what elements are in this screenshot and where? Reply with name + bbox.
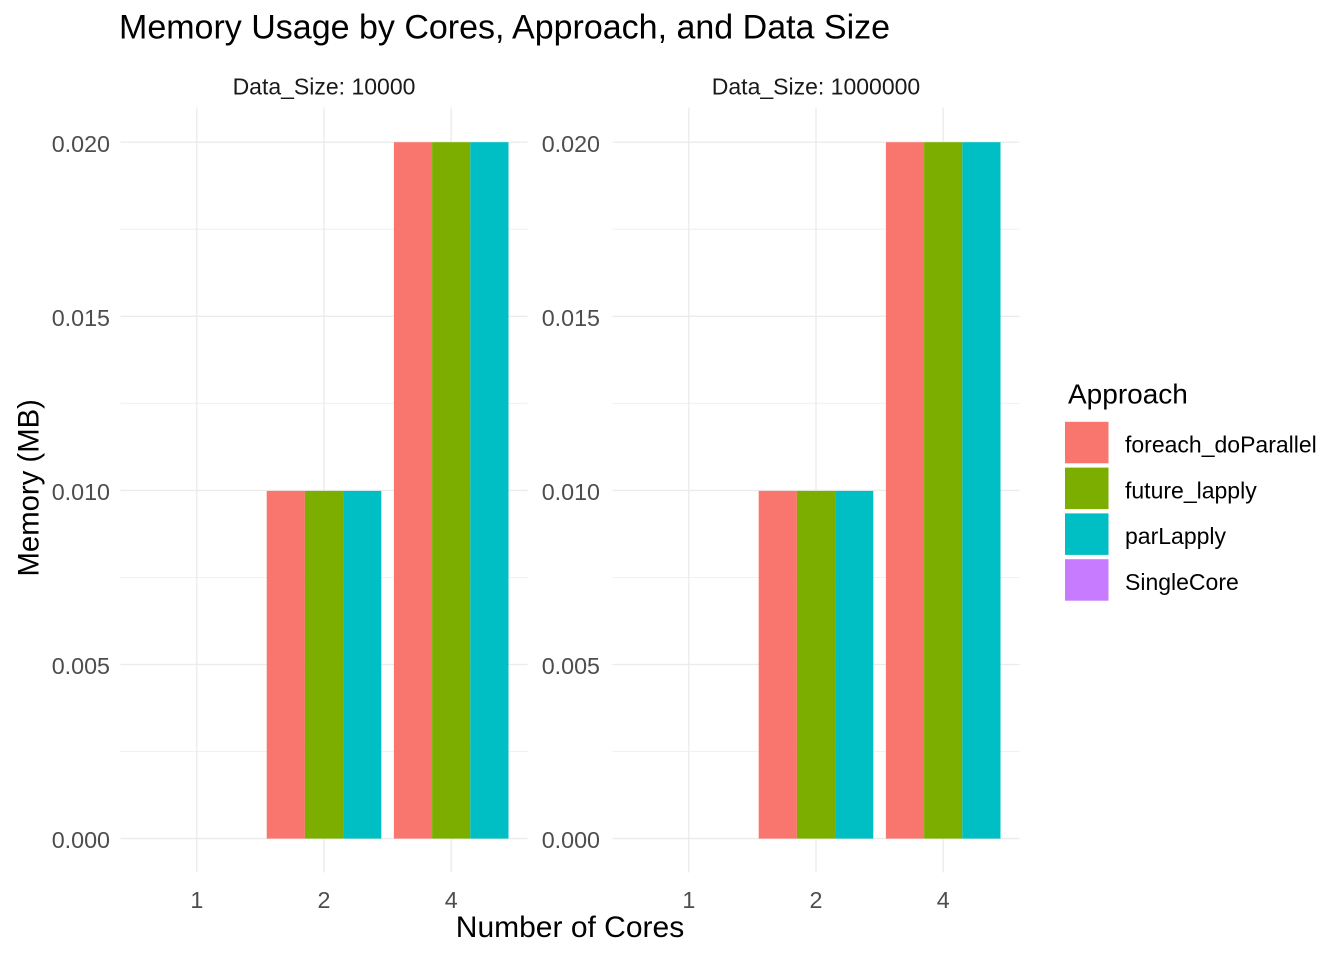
svg-text:0.000: 0.000 bbox=[52, 827, 110, 853]
svg-text:0.005: 0.005 bbox=[542, 653, 600, 679]
svg-text:Number of Cores: Number of Cores bbox=[456, 911, 684, 944]
svg-text:4: 4 bbox=[445, 887, 458, 913]
svg-text:Memory (MB): Memory (MB) bbox=[12, 399, 45, 576]
svg-text:1: 1 bbox=[682, 887, 695, 913]
svg-text:future_lapply: future_lapply bbox=[1125, 477, 1257, 503]
svg-text:SingleCore: SingleCore bbox=[1125, 569, 1239, 595]
svg-text:1: 1 bbox=[190, 887, 203, 913]
svg-text:4: 4 bbox=[937, 887, 950, 913]
svg-text:2: 2 bbox=[810, 887, 823, 913]
svg-text:0.020: 0.020 bbox=[52, 131, 110, 157]
svg-text:0.010: 0.010 bbox=[542, 479, 600, 505]
svg-text:Data_Size: 1000000: Data_Size: 1000000 bbox=[712, 74, 920, 100]
svg-text:Memory Usage by Cores, Approac: Memory Usage by Cores, Approach, and Dat… bbox=[119, 9, 890, 47]
svg-text:0.020: 0.020 bbox=[542, 131, 600, 157]
svg-text:foreach_doParallel: foreach_doParallel bbox=[1125, 432, 1317, 458]
svg-text:Approach: Approach bbox=[1068, 379, 1188, 410]
svg-text:0.005: 0.005 bbox=[52, 653, 110, 679]
svg-text:2: 2 bbox=[318, 887, 331, 913]
svg-text:0.000: 0.000 bbox=[542, 827, 600, 853]
svg-text:0.015: 0.015 bbox=[52, 305, 110, 331]
svg-text:0.010: 0.010 bbox=[52, 479, 110, 505]
svg-text:0.015: 0.015 bbox=[542, 305, 600, 331]
svg-text:Data_Size: 10000: Data_Size: 10000 bbox=[233, 74, 416, 100]
svg-text:parLapply: parLapply bbox=[1125, 523, 1227, 549]
